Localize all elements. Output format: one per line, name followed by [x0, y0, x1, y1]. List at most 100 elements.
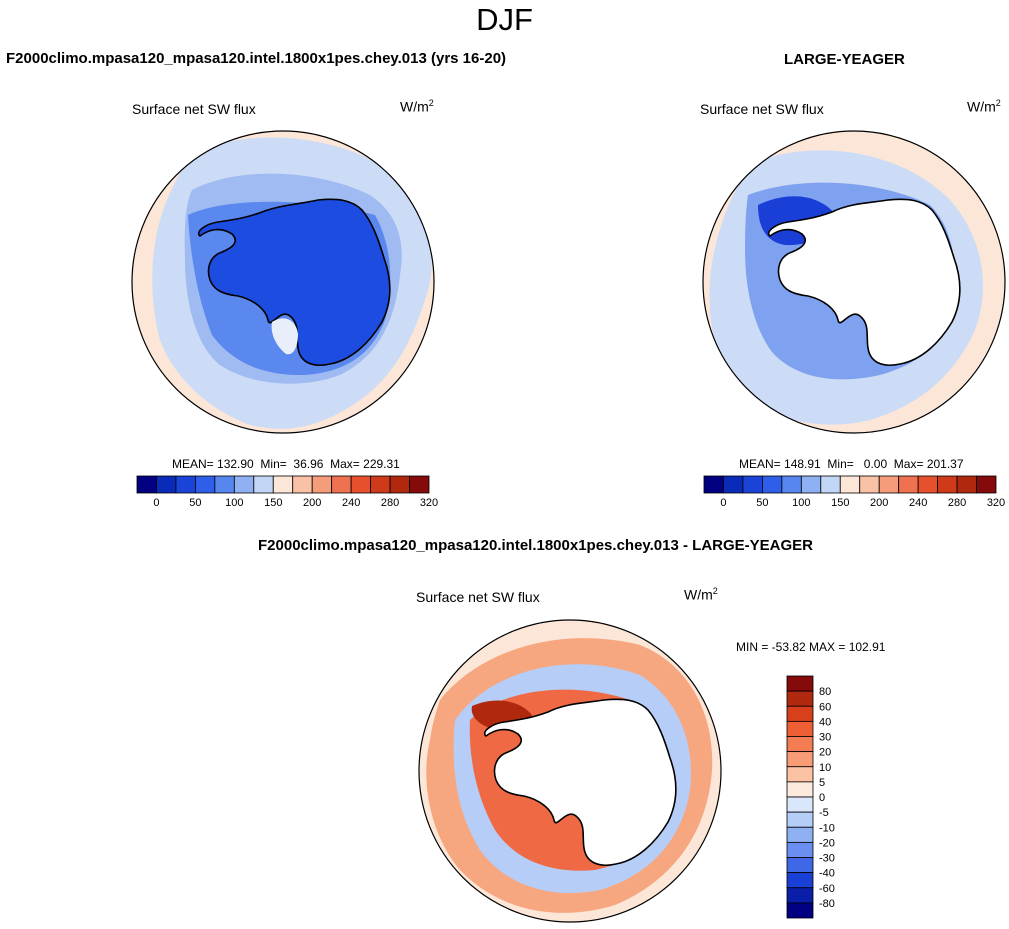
panel3-colorbar-tick-label: -80: [819, 898, 835, 910]
panel3-colorbar: 80 60 40 30 20 10 5 0 -5 -10 -20 -30 -40 -60 -80: [786, 675, 835, 919]
panel2-antarctica: [768, 198, 961, 366]
panel1-case-title: F2000climo.mpasa120_mpasa120.intel.1800x…: [6, 50, 507, 67]
panel3-colorbar-tick-label: -20: [819, 837, 835, 849]
panel3-units-label: W/m2: [684, 586, 718, 603]
panel3-colorbar-cell: [786, 826, 814, 843]
panel3-colorbar-cell: [786, 796, 814, 813]
panel2-colorbar-cell: [742, 475, 763, 494]
panel3-colorbar-cell: [786, 811, 814, 828]
panel3-colorbar-tick-label: 30: [819, 732, 831, 744]
panel1-colorbar-tick-label: 150: [264, 497, 282, 509]
season-title: DJF: [476, 2, 533, 37]
panel1-colorbar-cell: [311, 475, 333, 494]
panel2-colorbar-cell: [703, 475, 724, 494]
panel2-case-title: LARGE-YEAGER: [784, 51, 905, 68]
panel2-map-border: [702, 130, 1006, 434]
panel2-colorbar-cell: [762, 475, 783, 494]
panel2-mean-value: 148.91: [784, 457, 821, 471]
panel3-colorbar-tick-label: 40: [819, 716, 831, 728]
panel2-colorbar-tick-label: 50: [756, 497, 768, 509]
panel3-colorbar-cell: [786, 781, 814, 798]
panel3-map: [419, 620, 721, 922]
panel2-min-label: Min=: [827, 457, 854, 471]
panel2-colorbar-cell: [800, 475, 822, 494]
panel1-colorbar-cell: [350, 475, 371, 494]
panel1-colorbar: 0 50 100 150 200 240 280 320: [136, 475, 438, 509]
panel1-colorbar-cell: [175, 475, 196, 494]
panel2-variable-label: Surface net SW flux: [700, 101, 824, 117]
panel3-colorbar-tick-label: -5: [819, 807, 829, 819]
panel1-colorbar-cell: [233, 475, 255, 494]
panel2-colorbar-cell: [820, 475, 841, 494]
panel3-colorbar-cell: [786, 841, 814, 858]
panel3-case-title: F2000climo.mpasa120_mpasa120.intel.1800x…: [258, 537, 814, 554]
panel3-colorbar-cell: [786, 736, 814, 753]
panel2-max-label: Max=: [893, 457, 924, 471]
panel2-colorbar-cell: [723, 475, 744, 494]
panel1-colorbar-tick-label: 50: [189, 497, 201, 509]
panel1-map: [132, 131, 434, 433]
panel3-colorbar-cell: [786, 690, 814, 707]
panel1-colorbar-tick-label: 280: [381, 497, 399, 509]
panel1-mean-label: MEAN=: [172, 457, 214, 471]
panel3-colorbar-tick-label: -60: [819, 883, 835, 895]
panel3-colorbar-tick-label: 0: [819, 792, 825, 804]
panel1-colorbar-cell: [292, 475, 313, 494]
panel1-mean-value: 132.90: [217, 457, 254, 471]
panel1-stats: MEAN= 132.90 Min= 36.96 Max= 229.31: [172, 457, 400, 471]
panel1-units-label: W/m2: [400, 98, 434, 115]
panel3-colorbar-cell: [786, 857, 814, 874]
panel1-ice-notch: [271, 318, 298, 355]
panel2-colorbar-cell: [956, 475, 977, 494]
panel2-colorbar-tick-label: 280: [948, 497, 966, 509]
panel2-colorbar-cell: [976, 475, 997, 494]
panel3-colorbar-tick-label: 60: [819, 701, 831, 713]
panel3-colorbar-tick-label: 5: [819, 777, 825, 789]
panel3-colorbar-tick-label: -10: [819, 822, 835, 834]
panel1-variable-label: Surface net SW flux: [132, 101, 256, 117]
panel3-colorbar-tick-label: 10: [819, 762, 831, 774]
panel3-colorbar-cell: [786, 766, 814, 783]
panel2-colorbar-cell: [878, 475, 900, 494]
panel2-colorbar-tick-label: 240: [909, 497, 927, 509]
panel1-colorbar-cell: [409, 475, 430, 494]
panel2-colorbar-tick-label: 100: [792, 497, 810, 509]
panel1-colorbar-cell: [156, 475, 177, 494]
panel1-colorbar-tick-label: 0: [153, 497, 159, 509]
panel1-map-border: [131, 130, 435, 434]
panel2-map: [703, 131, 1005, 433]
panel2-colorbar-tick-label: 150: [831, 497, 849, 509]
panel3-colorbar-tick-label: -40: [819, 868, 835, 880]
panel2-colorbar-tick-label: 0: [720, 497, 726, 509]
panel3-colorbar-tick-label: 80: [819, 686, 831, 698]
panel3-antarctica: [484, 698, 677, 866]
panel1-colorbar-cell: [389, 475, 410, 494]
panel2-mean-label: MEAN=: [739, 457, 781, 471]
panel1-colorbar-tick-label: 320: [420, 497, 438, 509]
panel3-colorbar-cell: [786, 720, 814, 737]
panel1-colorbar-cell: [214, 475, 235, 494]
panel2-colorbar-cell: [898, 475, 919, 494]
panel1-min-label: Min=: [260, 457, 287, 471]
panel2-colorbar-cell: [917, 475, 939, 494]
panel1-antarctica: [198, 198, 391, 366]
panel2-colorbar: 0 50 100 150 200 240 280 320: [703, 475, 1005, 509]
panel1-colorbar-tick-label: 100: [225, 497, 243, 509]
panel1-colorbar-cell: [272, 475, 294, 494]
panel3-colorbar-cell: [786, 872, 814, 889]
panel3-colorbar-cell: [786, 887, 814, 904]
panel1-colorbar-tick-label: 200: [303, 497, 321, 509]
panel2-colorbar-cell: [859, 475, 880, 494]
panel3-colorbar-cell: [786, 675, 814, 692]
panel2-units-label: W/m2: [967, 98, 1001, 115]
panel1-min-value: 36.96: [293, 457, 324, 471]
panel1-colorbar-cell: [370, 475, 391, 494]
panel1-colorbar-tick-label: 240: [342, 497, 360, 509]
panel3-map-border: [418, 619, 722, 923]
panel3-minmax: MIN = -53.82 MAX = 102.91: [736, 640, 886, 654]
panel2-colorbar-cell: [937, 475, 958, 494]
panel2-colorbar-cell: [839, 475, 861, 494]
panel2-colorbar-cell: [781, 475, 802, 494]
panel3-variable-label: Surface net SW flux: [416, 589, 540, 605]
